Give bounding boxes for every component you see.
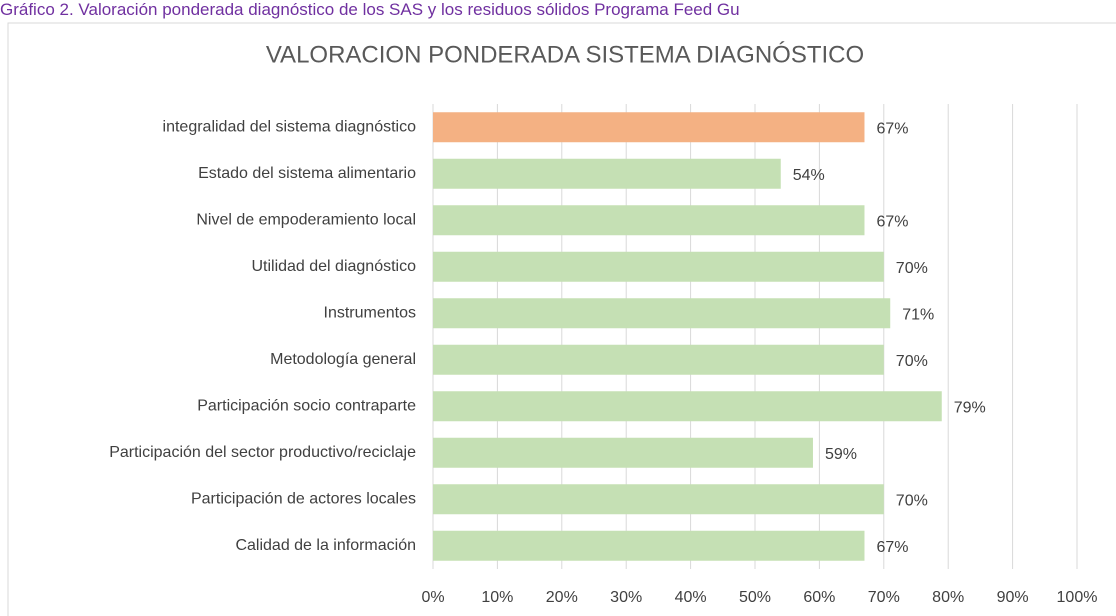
data-label: 54%: [793, 167, 825, 184]
data-label: 67%: [876, 539, 908, 556]
bar: [433, 530, 865, 561]
y-tick-label: Nivel de empoderamiento local: [196, 211, 416, 228]
x-tick-label: 90%: [997, 589, 1029, 606]
x-tick-label: 50%: [739, 589, 771, 606]
x-tick-label: 0%: [421, 589, 444, 606]
y-tick-label: Participación de actores locales: [191, 490, 416, 507]
y-tick-label: Participación socio contraparte: [197, 397, 416, 414]
bar: [433, 251, 884, 282]
x-tick-label: 20%: [546, 589, 578, 606]
y-tick-label: Instrumentos: [324, 304, 416, 321]
x-tick-label: 60%: [803, 589, 835, 606]
y-tick-label: Metodología general: [270, 351, 416, 368]
x-tick-label: 10%: [481, 589, 513, 606]
data-label: 70%: [896, 260, 928, 277]
data-label: 70%: [896, 492, 928, 509]
data-label: 70%: [896, 353, 928, 370]
bar: [433, 391, 942, 422]
bar: [433, 158, 781, 189]
chart-title: VALORACION PONDERADA SISTEMA DIAGNÓSTICO: [266, 41, 864, 68]
bar: [433, 484, 884, 515]
data-label: 67%: [876, 213, 908, 230]
data-label: 59%: [825, 446, 857, 463]
y-tick-label: Participación del sector productivo/reci…: [109, 444, 416, 461]
y-tick-label: integralidad del sistema diagnóstico: [163, 118, 417, 135]
bar: [433, 437, 813, 468]
x-tick-label: 100%: [1057, 589, 1098, 606]
bar: [433, 344, 884, 375]
data-label: 71%: [902, 306, 934, 323]
x-tick-label: 30%: [610, 589, 642, 606]
chart-border: [7, 22, 1116, 616]
x-tick-label: 70%: [868, 589, 900, 606]
data-label: 67%: [876, 120, 908, 137]
y-tick-label: Utilidad del diagnóstico: [251, 258, 416, 275]
data-label: 79%: [954, 399, 986, 416]
x-tick-label: 80%: [932, 589, 964, 606]
bar: [433, 205, 865, 236]
y-tick-label: Calidad de la información: [235, 537, 416, 554]
bar: [433, 298, 891, 329]
x-tick-label: 40%: [675, 589, 707, 606]
y-tick-label: Estado del sistema alimentario: [198, 165, 416, 182]
caption: Gráfico 2. Valoración ponderada diagnóst…: [0, 0, 740, 19]
bar: [433, 112, 865, 143]
